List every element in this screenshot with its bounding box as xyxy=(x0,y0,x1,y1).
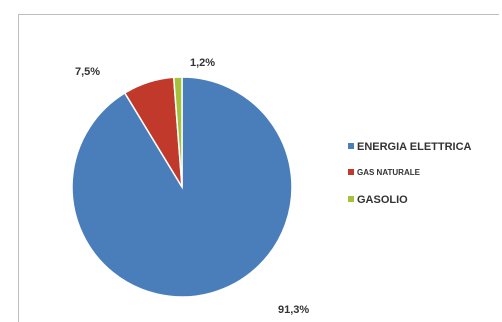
data-label-gasolio: 1,2% xyxy=(190,57,215,69)
data-label-energia-elettrica: 91,3% xyxy=(278,304,309,316)
legend-swatch-energia-elettrica xyxy=(348,143,354,149)
legend-label-gasolio: GASOLIO xyxy=(357,194,408,206)
legend-label-energia-elettrica: ENERGIA ELETTRICA xyxy=(357,141,472,153)
legend-swatch-gas-naturale xyxy=(348,169,354,175)
pie-slices xyxy=(71,76,293,298)
legend-label-gas-naturale: GAS NATURALE xyxy=(357,168,421,177)
slice-gasolio xyxy=(172,76,183,188)
legend-swatch-gasolio xyxy=(348,196,354,202)
data-label-gas-naturale: 7,5% xyxy=(75,66,100,78)
legend: ENERGIA ELETTRICA GAS NATURALE GASOLIO xyxy=(348,141,472,206)
